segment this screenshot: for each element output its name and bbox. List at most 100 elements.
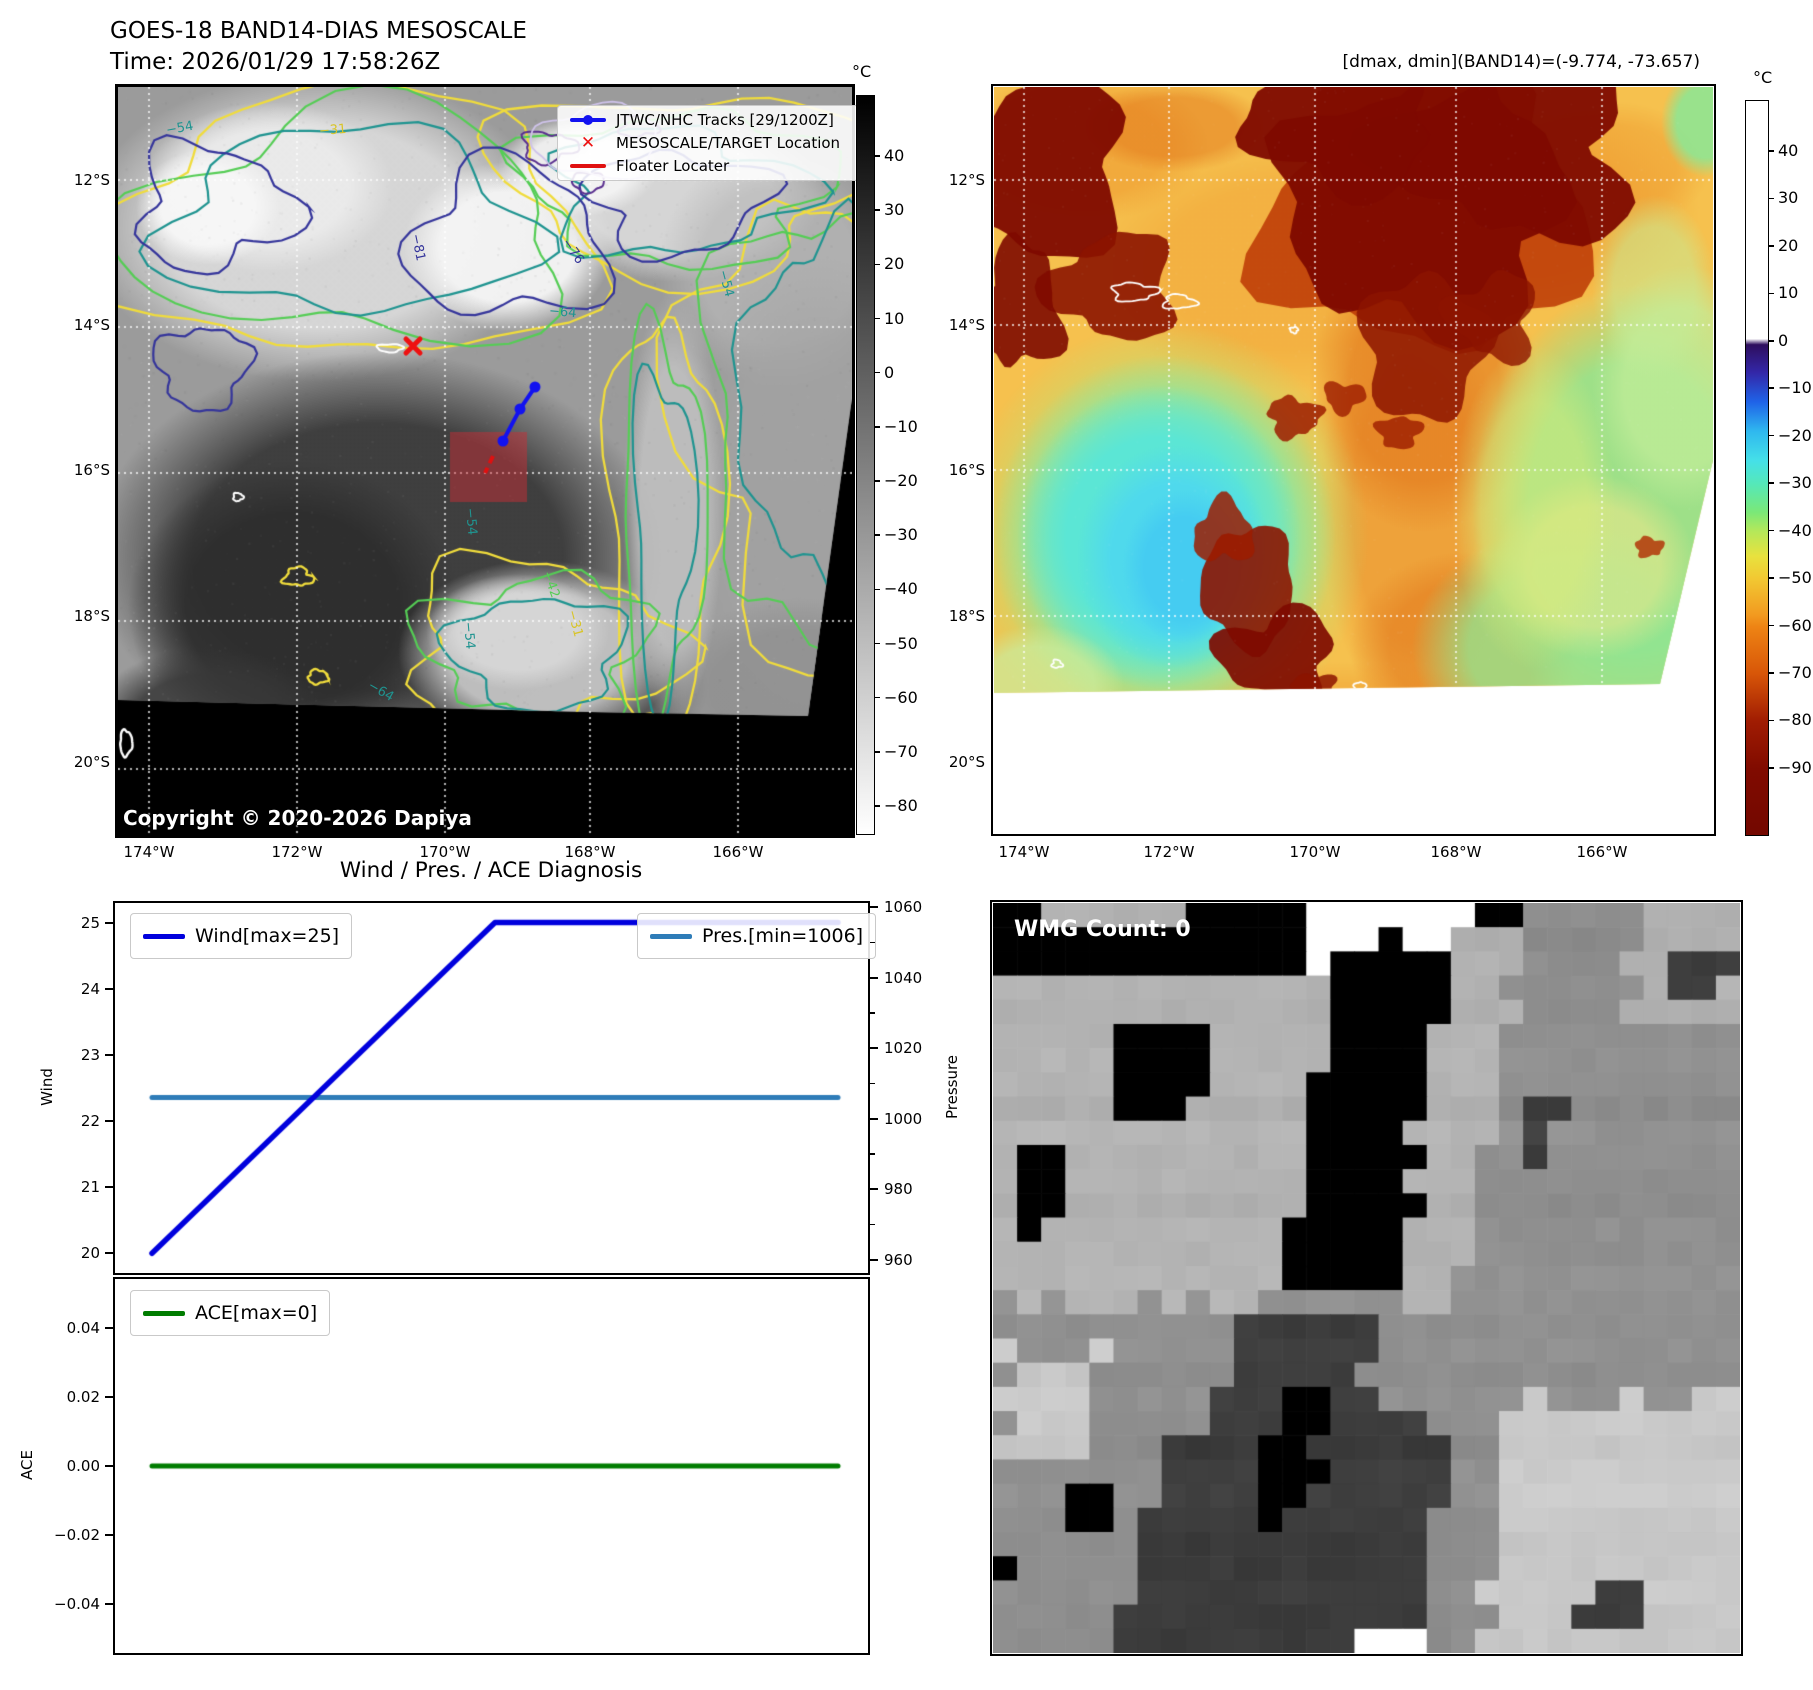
- wind-tick: [105, 987, 113, 990]
- left-colorbar-unit: °C: [852, 62, 872, 81]
- colorbar-tick-label: −70: [1778, 662, 1812, 682]
- pressure-minor-tick: [870, 1153, 875, 1155]
- lon-tick-label: 166°W: [712, 843, 764, 861]
- lon-tick-label: 168°W: [564, 843, 616, 861]
- colorbar-tick: [875, 317, 880, 320]
- pressure-tick: [870, 1188, 878, 1191]
- colorbar-tick: [1769, 767, 1774, 769]
- pressure-minor-tick: [870, 1082, 875, 1085]
- wmg-count-label: WMG Count: 0: [1014, 917, 1191, 942]
- colorbar-tick: [875, 588, 880, 591]
- lon-tick-label: 166°W: [1576, 843, 1628, 861]
- colorbar-tick-label: 20: [1778, 235, 1799, 255]
- colorbar-tick-label: 40: [884, 146, 905, 165]
- pressure-tick-label: 1040: [884, 968, 923, 987]
- pressure-tick: [870, 1259, 878, 1261]
- pressure-minor-tick: [870, 941, 875, 943]
- colorbar-tick-label: −40: [884, 579, 918, 599]
- contour-value-label: −54: [460, 621, 478, 650]
- right-colorbar: [1745, 100, 1769, 836]
- wind-line-icon: [143, 933, 185, 939]
- wind-axis-label: Wind: [37, 1068, 56, 1106]
- wind-legend-label: Wind[max=25]: [195, 925, 340, 947]
- colorbar-tick-label: −80: [884, 796, 918, 816]
- ace-tick-label: 0.04: [66, 1318, 100, 1337]
- colorbar-tick-label: 0: [884, 362, 895, 382]
- lon-tick-label: 170°W: [1289, 843, 1341, 861]
- colorbar-tick-label: −30: [884, 525, 918, 545]
- legend-label: Floater Locater: [616, 156, 730, 175]
- colorbar-tick-label: −90: [1778, 757, 1812, 777]
- colorbar-tick: [1769, 245, 1774, 247]
- lat-tick-label: 18°S: [73, 607, 110, 625]
- colorbar-tick-label: −60: [1778, 615, 1812, 635]
- colorbar-tick: [1769, 150, 1774, 152]
- lon-tick-label: 174°W: [998, 843, 1050, 861]
- legend-item-track: JTWC/NHC Tracks [29/1200Z]: [570, 109, 846, 132]
- colorbar-tick-label: −20: [884, 471, 918, 491]
- wind-tick: [105, 921, 113, 924]
- colorbar-tick-label: 30: [884, 200, 905, 220]
- lat-tick-label: 20°S: [948, 753, 985, 771]
- colorbar-tick: [1769, 719, 1774, 722]
- colorbar-tick: [1769, 292, 1774, 295]
- lon-tick-label: 174°W: [123, 843, 175, 861]
- wind-tick-label: 24: [80, 979, 100, 998]
- colorbar-tick: [1769, 434, 1774, 437]
- colorbar-tick-label: −30: [1778, 473, 1812, 493]
- ace-tick: [105, 1465, 113, 1467]
- pressure-legend: Pres.[min=1006]: [637, 913, 877, 959]
- ace-tick: [105, 1326, 113, 1329]
- pressure-minor-tick: [870, 1224, 875, 1226]
- wind-tick-label: 22: [80, 1112, 100, 1130]
- pressure-tick-label: 980: [884, 1180, 913, 1199]
- track-dot-icon: [583, 114, 593, 125]
- colorbar-tick-label: −70: [884, 741, 918, 761]
- pressure-minor-tick: [870, 1012, 875, 1014]
- pressure-tick: [870, 976, 878, 979]
- colorbar-tick: [1769, 387, 1774, 390]
- colorbar-tick-label: −10: [884, 416, 918, 436]
- lon-tick-label: 168°W: [1430, 843, 1482, 861]
- lat-tick-label: 12°S: [73, 171, 110, 189]
- colorbar-tick: [875, 155, 880, 157]
- map-legend: JTWC/NHC Tracks [29/1200Z] ✕ MESOSCALE/T…: [557, 105, 859, 181]
- ace-tick: [105, 1395, 113, 1398]
- pressure-legend-label: Pres.[min=1006]: [702, 925, 864, 947]
- colorbar-tick: [875, 534, 880, 536]
- contour-value-label: −54: [462, 507, 480, 536]
- wind-pressure-lines: [115, 903, 868, 1273]
- ace-axis-label: ACE: [17, 1450, 36, 1480]
- left-colorbar: [856, 95, 875, 835]
- colorbar-tick-label: 10: [884, 308, 905, 328]
- colorbar-tick: [875, 642, 880, 645]
- ace-tick-label: 0.00: [66, 1457, 100, 1475]
- colorbar-tick: [1769, 672, 1774, 674]
- colorbar-tick: [875, 263, 880, 266]
- ace-tick-label: −0.04: [54, 1595, 100, 1614]
- pressure-tick: [870, 1047, 878, 1050]
- colorbar-tick-label: −60: [884, 687, 918, 707]
- timestamp: Time: 2026/01/29 17:58:26Z: [110, 49, 441, 75]
- colorbar-tick-label: −40: [1778, 520, 1812, 540]
- pressure-legend-row: Pres.[min=1006]: [650, 923, 863, 949]
- contour-value-label: −64: [548, 303, 578, 322]
- colorbar-tick-label: −50: [1778, 568, 1812, 588]
- colorbar-tick-label: −80: [1778, 710, 1812, 730]
- colorbar-tick: [875, 371, 880, 374]
- colorbar-tick-label: 0: [1778, 330, 1789, 350]
- ace-tick-label: −0.02: [54, 1526, 100, 1545]
- lon-tick-label: 170°W: [419, 843, 471, 861]
- wind-tick-label: 23: [80, 1045, 100, 1064]
- ace-legend: ACE[max=0]: [130, 1290, 331, 1336]
- diagnosis-chart-title: Wind / Pres. / ACE Diagnosis: [339, 858, 643, 883]
- legend-label: MESOSCALE/TARGET Location: [616, 133, 841, 152]
- colorbar-tick-label: 20: [884, 254, 905, 274]
- red-line-icon: [570, 164, 606, 168]
- pressure-tick: [870, 1117, 878, 1120]
- pressure-tick-label: 1000: [884, 1109, 923, 1128]
- colorbar-tick: [875, 696, 880, 699]
- colorbar-tick: [875, 751, 880, 753]
- colorbar-tick-label: −20: [1778, 425, 1812, 445]
- wind-tick: [105, 1053, 113, 1056]
